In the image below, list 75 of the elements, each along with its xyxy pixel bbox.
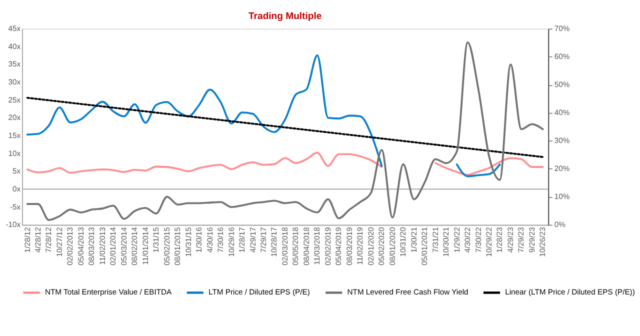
x-tick-label: 1/31/15 — [152, 227, 161, 253]
y2-tick-label: 60% — [554, 52, 570, 62]
y-tick-label: 40x — [8, 42, 21, 51]
x-tick-label: 7/29/23 — [516, 227, 526, 253]
x-tick-label: 10/30/21 — [442, 227, 451, 257]
y2-tick-label: 0% — [554, 220, 566, 230]
y2-tick-label: 70% — [554, 24, 570, 34]
x-tick-label: 08/04/2018 — [302, 227, 311, 266]
x-tick-label: 02/02/2013 — [66, 227, 75, 266]
y-tick-label: -5x — [10, 202, 21, 212]
x-tick-label: 10/28/17 — [270, 227, 279, 257]
x-tick-label: 08/01/2015 — [173, 227, 182, 266]
x-tick-label: 11/02/2013 — [98, 227, 107, 265]
y-tick-label: 15x — [8, 131, 21, 140]
y-tick-label: 25x — [8, 95, 21, 104]
x-tick-label: 10/26/23 — [538, 227, 548, 257]
y-tick-label: 10x — [8, 148, 21, 158]
x-tick-label: 05/04/2019 — [334, 227, 344, 266]
x-tick-label: 7/30/16 — [216, 227, 226, 253]
x-tick-label: 02/01/2014 — [108, 226, 118, 266]
x-tick-label: 1/28/17 — [238, 227, 247, 253]
y-tick-label: 0x — [12, 184, 21, 194]
x-tick-label: 4/29/23 — [506, 227, 515, 253]
x-tick-label: 7/30/22 — [474, 227, 483, 253]
x-tick-label: 4/30/16 — [205, 227, 214, 253]
y2-tick-label: 40% — [554, 108, 570, 118]
y-tick-label: 30x — [8, 78, 21, 87]
x-tick-label: 05/04/2013 — [76, 227, 86, 266]
y-tick-label: 20x — [8, 113, 21, 122]
x-tick-label: 05/05/2018 — [291, 227, 300, 266]
y-tick-label: 5x — [12, 166, 21, 176]
x-tick-label: 4/28/12 — [34, 227, 42, 253]
x-tick-label: 1/30/16 — [194, 227, 204, 253]
x-tick-label: 08/01/2020 — [388, 227, 397, 266]
legend-label: NTM Levered Free Cash Flow Yield — [347, 288, 468, 297]
chart-title: Trading Multiple — [248, 11, 322, 22]
legend-label: Linear (LTM Price / Diluted EPS (P/E)) — [505, 288, 636, 297]
x-tick-label: 05/01/2021 — [420, 227, 430, 266]
x-tick-label: 10/31/15 — [184, 227, 193, 257]
y2-tick-label: 10% — [554, 192, 570, 202]
x-tick-label: 10/29/16 — [226, 227, 236, 257]
x-tick-label: 10/29/22 — [484, 227, 494, 257]
y-tick-label: 35x — [8, 60, 21, 69]
x-tick-label: 7/31/21 — [430, 227, 440, 253]
x-tick-label: 02/02/2019 — [323, 227, 332, 266]
y2-tick-label: 20% — [554, 164, 570, 174]
legend-label: NTM Total Enterprise Value / EBITDA — [44, 288, 173, 297]
x-tick-label: 08/03/2013 — [87, 227, 96, 266]
x-tick-label: 05/03/2014 — [119, 226, 128, 266]
y2-tick-label: 50% — [554, 80, 570, 90]
x-tick-label: 7/29/17 — [259, 227, 268, 253]
x-tick-label: 4/29/17 — [248, 227, 258, 253]
y2-tick-label: 30% — [554, 136, 570, 146]
y-tick-label: -10x — [6, 220, 21, 230]
x-tick-label: 10/27/12 — [54, 227, 64, 257]
x-tick-label: 11/03/2018 — [312, 227, 322, 265]
x-tick-label: 1/28/23 — [495, 227, 504, 253]
x-tick-label: 4/30/22 — [463, 227, 472, 253]
x-tick-label: 05/02/2015 — [162, 227, 172, 266]
x-tick-label: 11/02/2019 — [356, 227, 365, 265]
x-tick-label: 9/29/23 — [527, 227, 536, 253]
legend-label: LTM Price / Diluted EPS (P/E) — [208, 288, 310, 297]
x-tick-label: 1/29/22 — [452, 227, 462, 253]
x-tick-label: 7/28/12 — [44, 227, 54, 253]
x-tick-label: 1/30/21 — [409, 227, 418, 253]
x-tick-label: 05/02/2020 — [377, 227, 386, 266]
y-tick-label: 45x — [8, 24, 21, 34]
line-series — [26, 41, 544, 221]
x-tick-label: 10/31/20 — [398, 227, 408, 257]
x-tick-label: 02/03/2018 — [280, 227, 290, 266]
x-tick-label: 11/01/2014 — [140, 226, 150, 265]
x-tick-label: 1/28/12 — [22, 227, 32, 253]
x-tick-label: 08/02/2014 — [130, 226, 140, 266]
x-tick-label: 08/03/2019 — [344, 227, 354, 266]
x-tick-label: 02/01/2020 — [366, 227, 376, 266]
